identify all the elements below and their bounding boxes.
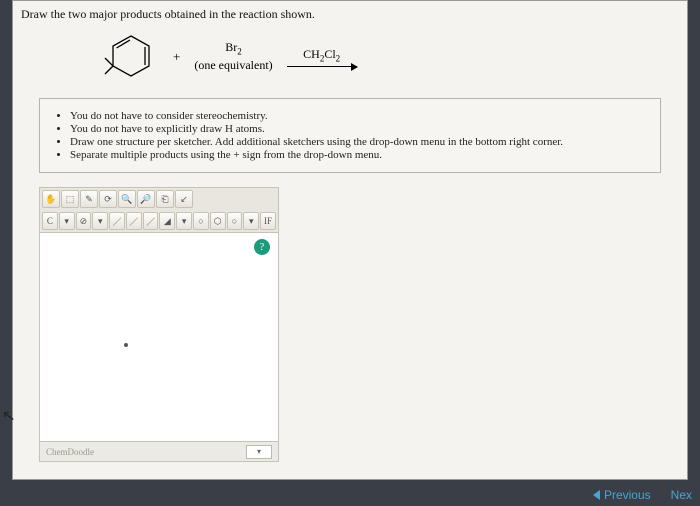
previous-button[interactable]: Previous <box>593 488 651 502</box>
tool-ring3[interactable]: ○ <box>227 212 243 230</box>
tool-ring2[interactable]: ⬡ <box>210 212 226 230</box>
question-page: Draw the two major products obtained in … <box>12 0 688 480</box>
hint-item: You do not have to consider stereochemis… <box>70 110 646 122</box>
tool-wedge-dd[interactable]: ▾ <box>176 212 192 230</box>
tool-if[interactable]: IF <box>260 212 276 230</box>
tool-bond1[interactable]: ／ <box>109 212 125 230</box>
tool-zoomout[interactable]: 🔎 <box>137 190 155 208</box>
sketcher-footer: ChemDoodle ▾ <box>39 442 279 462</box>
tool-misc2[interactable]: ↙ <box>175 190 193 208</box>
help-icon[interactable]: ? <box>254 239 270 255</box>
hint-item: You do not have to explicitly draw H ato… <box>70 123 646 135</box>
add-sketcher-dropdown[interactable]: ▾ <box>246 445 272 459</box>
toolbar-row-1: ✋ ⬚ ✎ ⟳ 🔍 🔎 ⎗ ↙ <box>39 187 279 210</box>
drawing-canvas[interactable]: ? <box>39 232 279 442</box>
tool-erase-dd[interactable]: ▾ <box>92 212 108 230</box>
solvent-part2: Cl <box>324 47 335 61</box>
hint-item: Draw one structure per sketcher. Add add… <box>70 136 646 148</box>
reagent-sub: 2 <box>237 47 242 57</box>
reagent: Br2 (one equivalent) <box>194 40 272 74</box>
starting-material <box>103 32 159 82</box>
tool-wedge[interactable]: ◢ <box>159 212 175 230</box>
tool-element-dd[interactable]: ▾ <box>59 212 75 230</box>
question-prompt: Draw the two major products obtained in … <box>13 1 687 30</box>
tool-ring1[interactable]: ○ <box>193 212 209 230</box>
solvent-sub2: 2 <box>336 54 341 64</box>
tool-element[interactable]: C <box>42 212 58 230</box>
chemdoodle-brand: ChemDoodle <box>46 447 94 457</box>
reaction-scheme: + Br2 (one equivalent) CH2Cl2 <box>13 30 687 88</box>
tool-ring-dd[interactable]: ▾ <box>243 212 259 230</box>
reagent-note: (one equivalent) <box>194 58 272 74</box>
tool-bond3[interactable]: ／ <box>143 212 159 230</box>
tool-select[interactable]: ⬚ <box>61 190 79 208</box>
chemdoodle-sketcher: ✋ ⬚ ✎ ⟳ 🔍 🔎 ⎗ ↙ C ▾ ⊘ ▾ ／ ／ ／ ◢ ▾ ○ ⬡ ○ … <box>39 187 279 462</box>
solvent-part1: CH <box>303 47 320 61</box>
plus-sign: + <box>173 49 180 65</box>
reaction-arrow: CH2Cl2 <box>287 47 357 66</box>
toolbar-row-2: C ▾ ⊘ ▾ ／ ／ ／ ◢ ▾ ○ ⬡ ○ ▾ IF <box>39 210 279 232</box>
hint-item: Separate multiple products using the + s… <box>70 149 646 161</box>
tool-erase[interactable]: ⊘ <box>76 212 92 230</box>
tool-misc1[interactable]: ⎗ <box>156 190 174 208</box>
reagent-formula: Br <box>225 40 237 54</box>
tool-rotate[interactable]: ⟳ <box>99 190 117 208</box>
tool-draw[interactable]: ✎ <box>80 190 98 208</box>
mouse-cursor-icon: ↖ <box>1 405 17 427</box>
tool-zoomin[interactable]: 🔍 <box>118 190 136 208</box>
tool-drag[interactable]: ✋ <box>42 190 60 208</box>
hints-box: You do not have to consider stereochemis… <box>39 98 661 173</box>
next-button[interactable]: Nex <box>671 488 692 502</box>
tool-bond2[interactable]: ／ <box>126 212 142 230</box>
canvas-seed-dot <box>124 343 128 347</box>
nav-footer: Previous Nex <box>593 488 692 502</box>
